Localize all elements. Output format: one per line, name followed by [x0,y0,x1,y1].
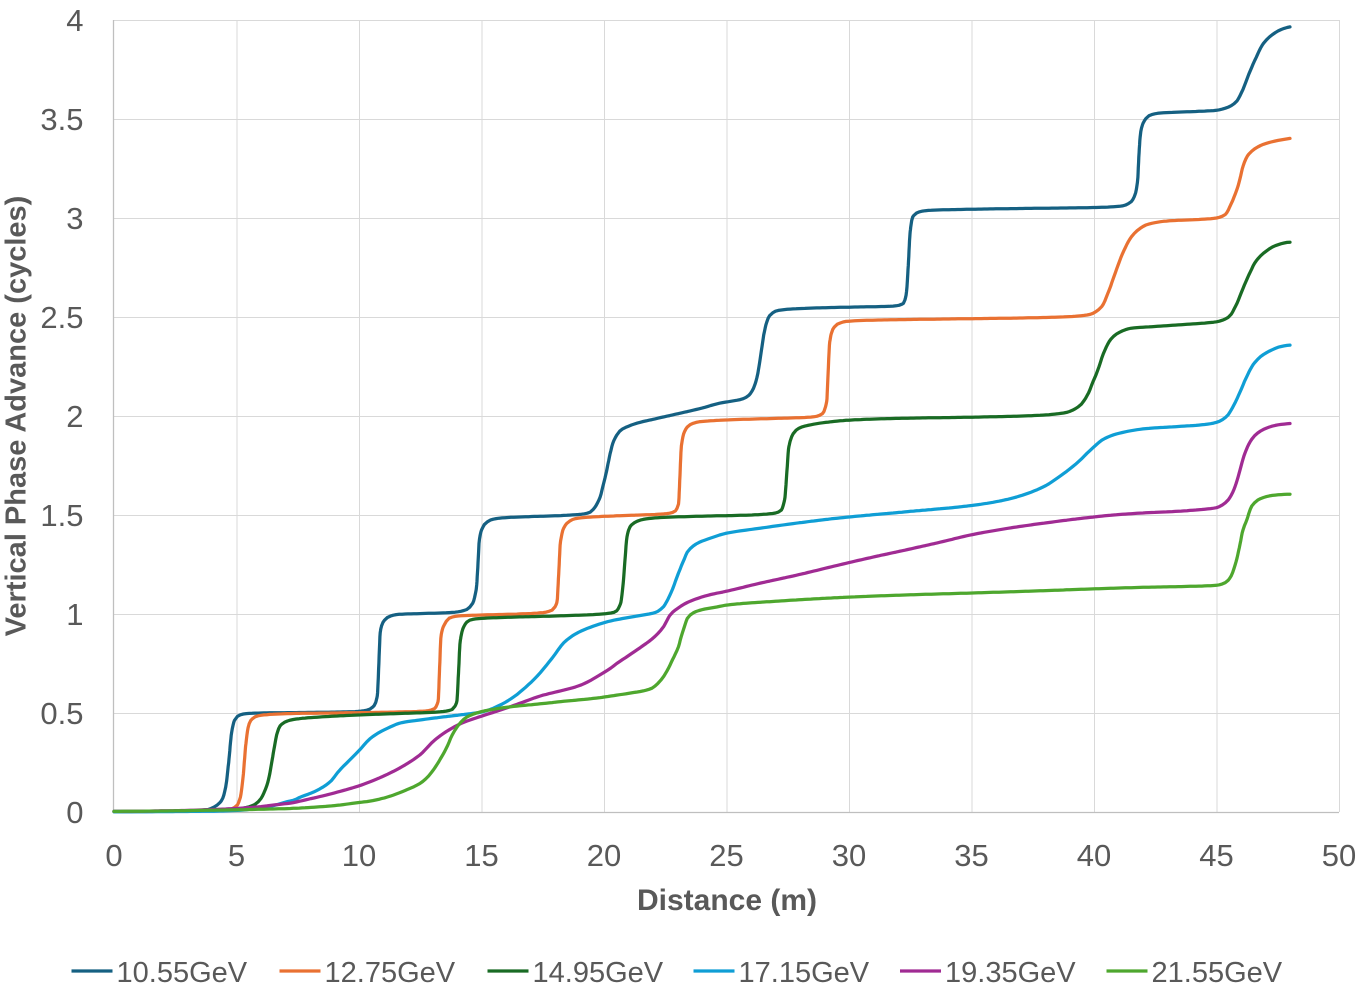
svg-text:0: 0 [66,795,83,830]
svg-text:1: 1 [66,597,83,632]
svg-text:1.5: 1.5 [40,498,83,533]
svg-text:19.35GeV: 19.35GeV [945,957,1076,989]
svg-text:Distance (m): Distance (m) [637,884,817,917]
svg-text:0.5: 0.5 [40,696,83,731]
svg-text:17.15GeV: 17.15GeV [739,957,870,989]
svg-text:40: 40 [1077,838,1111,873]
svg-text:3: 3 [66,201,83,236]
svg-text:30: 30 [832,838,866,873]
svg-text:21.55GeV: 21.55GeV [1152,957,1283,989]
svg-text:14.95GeV: 14.95GeV [533,957,664,989]
svg-text:35: 35 [954,838,988,873]
svg-text:3.5: 3.5 [40,102,83,137]
svg-text:25: 25 [709,838,743,873]
svg-text:2.5: 2.5 [40,300,83,335]
svg-text:15: 15 [464,838,498,873]
svg-text:10.55GeV: 10.55GeV [117,957,248,989]
svg-text:4: 4 [66,3,83,38]
svg-text:2: 2 [66,399,83,434]
svg-text:10: 10 [342,838,376,873]
svg-text:Vertical Phase Advance (cycles: Vertical Phase Advance (cycles) [1,196,33,637]
svg-text:12.75GeV: 12.75GeV [325,957,456,989]
svg-text:45: 45 [1199,838,1233,873]
svg-text:5: 5 [228,838,245,873]
svg-text:50: 50 [1322,838,1356,873]
svg-text:20: 20 [587,838,621,873]
svg-text:0: 0 [105,838,122,873]
